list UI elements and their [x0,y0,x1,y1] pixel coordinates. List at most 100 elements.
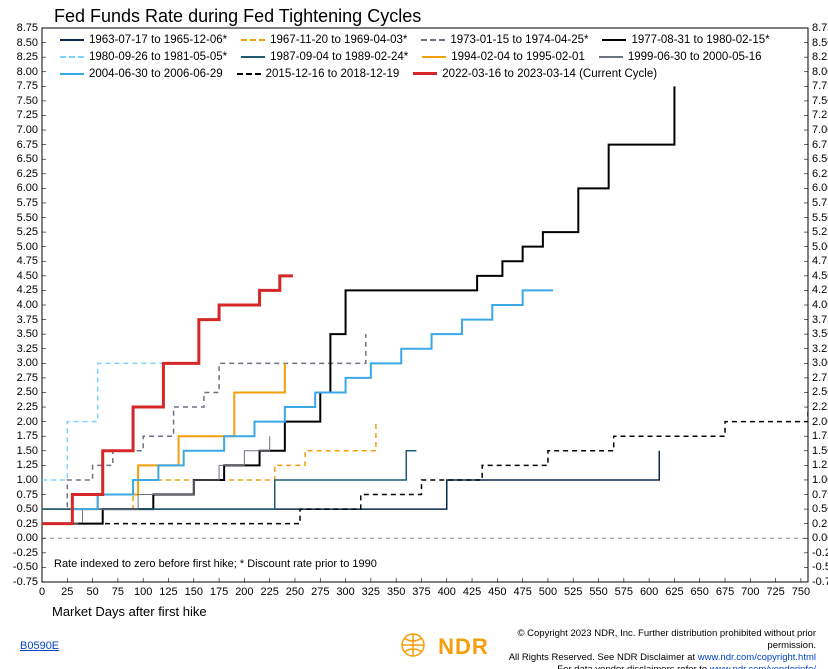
legend-label: 1987-09-04 to 1989-02-24* [270,51,408,63]
y-tick-left: 4.75 [17,255,38,267]
y-tick-left: 1.00 [17,474,38,486]
x-tick: 675 [715,586,735,598]
y-tick-right: 6.75 [812,139,828,151]
y-tick-right: 3.00 [812,357,828,369]
x-tick: 700 [740,586,760,598]
legend-swatch [599,56,623,58]
y-tick-right: 5.00 [812,241,828,253]
x-tick: 450 [487,586,507,598]
legend-label: 2015-12-16 to 2018-12-19 [266,68,400,80]
y-tick-right: 6.50 [812,153,828,165]
y-tick-left: 7.00 [17,124,38,136]
y-tick-right: 7.00 [812,124,828,136]
y-tick-left: 8.75 [17,22,38,34]
y-tick-left: 4.25 [17,284,38,296]
y-tick-right: -0.50 [812,561,828,573]
y-tick-left: 5.25 [17,226,38,238]
y-tick-left: 0.00 [17,532,38,544]
y-tick-right: 6.25 [812,168,828,180]
x-tick: 75 [108,586,128,598]
y-tick-left: 6.75 [17,139,38,151]
y-tick-left: 3.25 [17,343,38,355]
y-tick-left: 2.50 [17,386,38,398]
attribution-link[interactable]: www.ndr.com/copyright.html [698,652,816,663]
y-tick-left: 1.25 [17,459,38,471]
y-tick-right: 3.75 [812,314,828,326]
y-tick-right: 1.00 [812,474,828,486]
y-tick-right: 7.25 [812,109,828,121]
legend-entry: 1987-09-04 to 1989-02-24* [241,51,408,63]
y-tick-right: 1.75 [812,430,828,442]
y-tick-right: 1.50 [812,445,828,457]
x-tick: 250 [285,586,305,598]
y-tick-left: 2.00 [17,416,38,428]
chart-code-link[interactable]: B0590E [20,640,59,652]
legend-entry: 2015-12-16 to 2018-12-19 [237,68,400,80]
legend-entry: 1963-07-17 to 1965-12-06* [60,34,227,46]
legend-label: 1973-01-15 to 1974-04-25* [450,34,588,46]
y-tick-left: 4.00 [17,299,38,311]
y-tick-left: 5.50 [17,212,38,224]
y-tick-right: 8.50 [812,37,828,49]
attribution-line: All Rights Reserved. See NDR Disclaimer … [476,652,816,664]
y-tick-right: 4.25 [812,284,828,296]
legend-label: 1967-11-20 to 1969-04-03* [270,34,407,46]
y-tick-left: 7.50 [17,95,38,107]
y-tick-right: 8.00 [812,66,828,78]
x-tick: 725 [766,586,786,598]
y-tick-right: 5.25 [812,226,828,238]
x-tick: 375 [411,586,431,598]
y-tick-right: 3.25 [812,343,828,355]
y-tick-right: 2.25 [812,401,828,413]
y-tick-left: 7.75 [17,80,38,92]
y-tick-left: 3.00 [17,357,38,369]
legend-swatch [422,56,446,58]
y-tick-right: 2.75 [812,372,828,384]
y-tick-left: 2.75 [17,372,38,384]
y-tick-left: 2.25 [17,401,38,413]
y-tick-left: 6.00 [17,182,38,194]
y-tick-right: 5.75 [812,197,828,209]
y-tick-left: 1.75 [17,430,38,442]
y-tick-right: 4.50 [812,270,828,282]
x-tick: 200 [234,586,254,598]
y-tick-right: 4.75 [812,255,828,267]
x-tick: 300 [336,586,356,598]
copyright-attribution: © Copyright 2023 NDR, Inc. Further distr… [476,628,816,669]
x-tick: 500 [538,586,558,598]
y-tick-right: -0.25 [812,547,828,559]
y-tick-left: -0.50 [13,561,38,573]
attribution-link[interactable]: www.ndr.com/vendorinfo/ [710,664,816,669]
legend-entry: 1994-02-04 to 1995-02-01 [422,51,585,63]
legend-swatch [60,39,84,41]
attribution-line: © Copyright 2023 NDR, Inc. Further distr… [476,628,816,652]
y-tick-right: 6.00 [812,182,828,194]
y-tick-right: 7.75 [812,80,828,92]
legend-swatch [241,39,265,41]
y-tick-right: 1.25 [812,459,828,471]
y-tick-right: 8.75 [812,22,828,34]
legend-label: 1999-06-30 to 2000-05-16 [628,51,762,63]
legend-label: 2004-06-30 to 2006-06-29 [89,68,223,80]
y-tick-right: 0.25 [812,518,828,530]
x-tick: 550 [589,586,609,598]
x-axis-label: Market Days after first hike [52,604,207,619]
legend-label: 2022-03-16 to 2023-03-14 (Current Cycle) [442,68,657,80]
legend-swatch [60,73,84,75]
legend-entry: 1999-06-30 to 2000-05-16 [599,51,762,63]
x-tick: 475 [513,586,533,598]
chart-footnote: Rate indexed to zero before first hike; … [54,558,377,570]
ndr-logo: NDR [395,632,489,660]
x-tick: 275 [310,586,330,598]
x-tick: 325 [361,586,381,598]
legend-swatch [241,56,265,58]
y-tick-right: 2.50 [812,386,828,398]
x-tick: 400 [437,586,457,598]
legend-swatch [421,39,445,41]
legend-entry: 2004-06-30 to 2006-06-29 [60,68,223,80]
y-tick-left: 0.50 [17,503,38,515]
y-tick-left: -0.25 [13,547,38,559]
y-tick-right: 5.50 [812,212,828,224]
x-tick: 225 [260,586,280,598]
y-tick-right: 2.00 [812,416,828,428]
